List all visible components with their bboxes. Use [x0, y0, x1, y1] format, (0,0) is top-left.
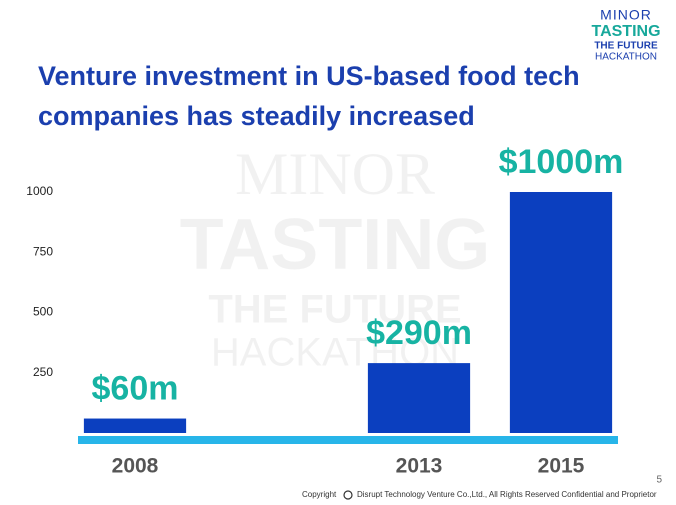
bar — [509, 192, 613, 433]
watermark-text: MINOR — [235, 141, 435, 207]
x-tick-label: 2008 — [112, 455, 159, 478]
y-tick-label: 750 — [33, 244, 53, 258]
x-axis-line — [78, 436, 618, 444]
chart-title: Venture investment in US-based food tech… — [38, 61, 580, 131]
page-number: 5 — [656, 475, 662, 486]
footer-text: Disrupt Technology Venture Co.,Ltd., All… — [357, 490, 657, 499]
watermark-text: TASTING — [180, 205, 491, 285]
watermark: MINOR TASTING THE FUTURE HACKATHON — [180, 141, 491, 375]
value-label: $60m — [92, 370, 179, 408]
y-tick-label: 1000 — [26, 184, 53, 198]
bar — [367, 363, 471, 433]
logo: MINOR TASTING THE FUTURE HACKATHON — [591, 7, 660, 63]
logo-text: THE FUTURE — [594, 41, 658, 52]
y-tick-label: 250 — [33, 365, 53, 379]
footer-label: Copyright — [302, 490, 337, 499]
bar — [83, 418, 187, 433]
x-tick-label: 2015 — [538, 455, 585, 478]
value-label: $1000m — [499, 143, 624, 181]
copyright-icon — [343, 490, 353, 500]
watermark-text: THE FUTURE — [208, 288, 461, 332]
logo-text: MINOR — [600, 7, 652, 23]
logo-text: HACKATHON — [595, 52, 657, 63]
logo-text: TASTING — [591, 23, 660, 40]
y-tick-label: 500 — [33, 305, 53, 319]
x-tick-label: 2013 — [396, 455, 443, 478]
value-label: $290m — [366, 314, 472, 352]
